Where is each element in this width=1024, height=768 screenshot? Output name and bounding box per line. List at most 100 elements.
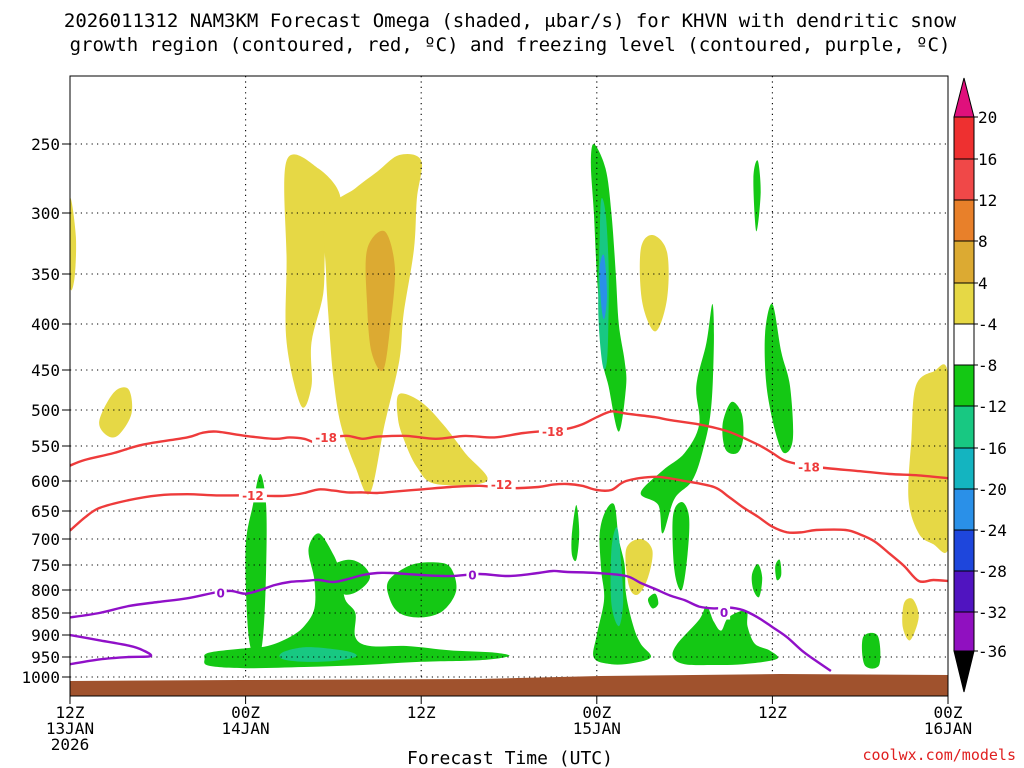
omega-region [764, 303, 794, 454]
colorbar-bin [953, 240, 975, 284]
contour-label-bg [718, 605, 731, 620]
colorbar-bin [953, 199, 975, 242]
colorbar-bin [953, 405, 975, 449]
source-credit: coolwx.com/models [862, 746, 1016, 764]
omega-colorbar: 20 16 12 8 4 -4 -8 -12 -16 -20 -24 -28 -32 -36 [953, 77, 1007, 693]
y-tick-label: 750 [31, 556, 60, 575]
y-tick-label: 950 [31, 648, 60, 667]
contour-label-bg [487, 477, 516, 492]
contour-label: 0 [468, 569, 476, 583]
colorbar-bin [953, 611, 975, 652]
x-tick-label: 14JAN [222, 719, 270, 738]
x-tick-label: 2026 [51, 735, 90, 754]
colorbar-bin [953, 158, 975, 201]
contour-label: 0 [720, 606, 728, 620]
x-tick-label: 15JAN [573, 719, 621, 738]
colorbar-bin [953, 529, 975, 572]
contour-label: -12 [242, 489, 264, 503]
omega-region [672, 606, 779, 666]
colorbar-label: -20 [978, 480, 1007, 499]
y-tick-label: 250 [31, 135, 60, 154]
omega-region [908, 364, 948, 553]
contour-label: -12 [491, 478, 513, 492]
plot-frame [69, 75, 949, 697]
colorbar-top-arrow [953, 77, 975, 118]
colorbar-bottom-arrow [953, 650, 975, 693]
omega-region [70, 198, 77, 291]
omega-region [775, 559, 782, 581]
colorbar-bin [953, 488, 975, 531]
y-tick-label: 300 [31, 204, 60, 223]
x-tick-label: 13JAN [46, 719, 94, 738]
y-tick-label: 800 [31, 581, 60, 600]
colorbar-label: 8 [978, 232, 988, 251]
surface-terrain [70, 674, 948, 696]
y-tick-label: 450 [31, 361, 60, 380]
temperature-contours: -18 -18 -18 -12 -12 0 0 0 [70, 410, 948, 672]
contour-label-bg [312, 430, 341, 445]
colorbar-bin [953, 282, 975, 325]
y-tick-label: 600 [31, 472, 60, 491]
omega-region [639, 234, 669, 332]
colorbar-bin [953, 116, 975, 160]
colorbar-label: -16 [978, 439, 1007, 458]
contour-label: 0 [217, 586, 225, 600]
colorbar-label: 16 [978, 150, 997, 169]
colorbar-label: -12 [978, 397, 1007, 416]
contour-line [70, 633, 153, 666]
contour-label-bg [538, 424, 567, 439]
colorbar-bin [953, 364, 975, 407]
colorbar-bin [953, 570, 975, 613]
y-tick-label: 550 [31, 437, 60, 456]
contour-label-bg [238, 488, 267, 503]
omega-region [610, 527, 624, 627]
omega-region [722, 401, 744, 454]
omega-region [753, 160, 761, 232]
plot-area [70, 76, 948, 696]
x-tick-label: 12Z [407, 703, 436, 722]
omega-region [751, 563, 763, 598]
omega-region [647, 593, 659, 609]
x-tick-label: 12Z [56, 703, 85, 722]
omega-region [599, 254, 607, 320]
colorbar-label: -36 [978, 642, 1007, 661]
omega-region [672, 502, 690, 591]
colorbar-label: 20 [978, 108, 997, 127]
chart-title-line-2: growth region (contoured, red, ºC) and f… [70, 34, 951, 56]
omega-region [245, 474, 267, 661]
colorbar-bin [953, 323, 975, 366]
omega-region [571, 505, 580, 562]
omega-region [99, 387, 133, 438]
contour-label-bg [466, 568, 479, 582]
colorbar-label: -24 [978, 521, 1007, 540]
y-tick-label: 500 [31, 401, 60, 420]
colorbar-label: -8 [978, 356, 997, 375]
y-tick-label: 900 [31, 626, 60, 645]
x-tick-label: 00Z [934, 703, 963, 722]
y-tick-label: 350 [31, 265, 60, 284]
y-tick-label: 850 [31, 604, 60, 623]
omega-shaded-regions [70, 143, 948, 669]
colorbar-label: -32 [978, 603, 1007, 622]
x-tick-label: 00Z [582, 703, 611, 722]
x-axis-label: Forecast Time (UTC) [407, 748, 613, 768]
x-tick-label: 00Z [231, 703, 260, 722]
colorbar-label: 4 [978, 274, 988, 293]
omega-region [279, 647, 357, 662]
contour-label: -18 [542, 425, 564, 439]
y-tick-label: 400 [31, 315, 60, 334]
chart-title-line-1: 2026011312 NAM3KM Forecast Omega (shaded… [64, 10, 957, 32]
omega-region [902, 598, 919, 641]
pressure-axis: 250 300 350 400 450 500 550 600 650 700 750 800 850 9… [21, 135, 70, 687]
x-tick-label: 16JAN [924, 719, 972, 738]
omega-region [365, 230, 396, 372]
colorbar-label: -4 [978, 315, 997, 334]
omega-region [861, 632, 881, 669]
contour-label: -18 [315, 431, 337, 445]
y-tick-label: 700 [31, 530, 60, 549]
colorbar-label: 12 [978, 191, 997, 210]
contour-label-bg [214, 585, 227, 600]
y-tick-label: 1000 [21, 668, 60, 687]
